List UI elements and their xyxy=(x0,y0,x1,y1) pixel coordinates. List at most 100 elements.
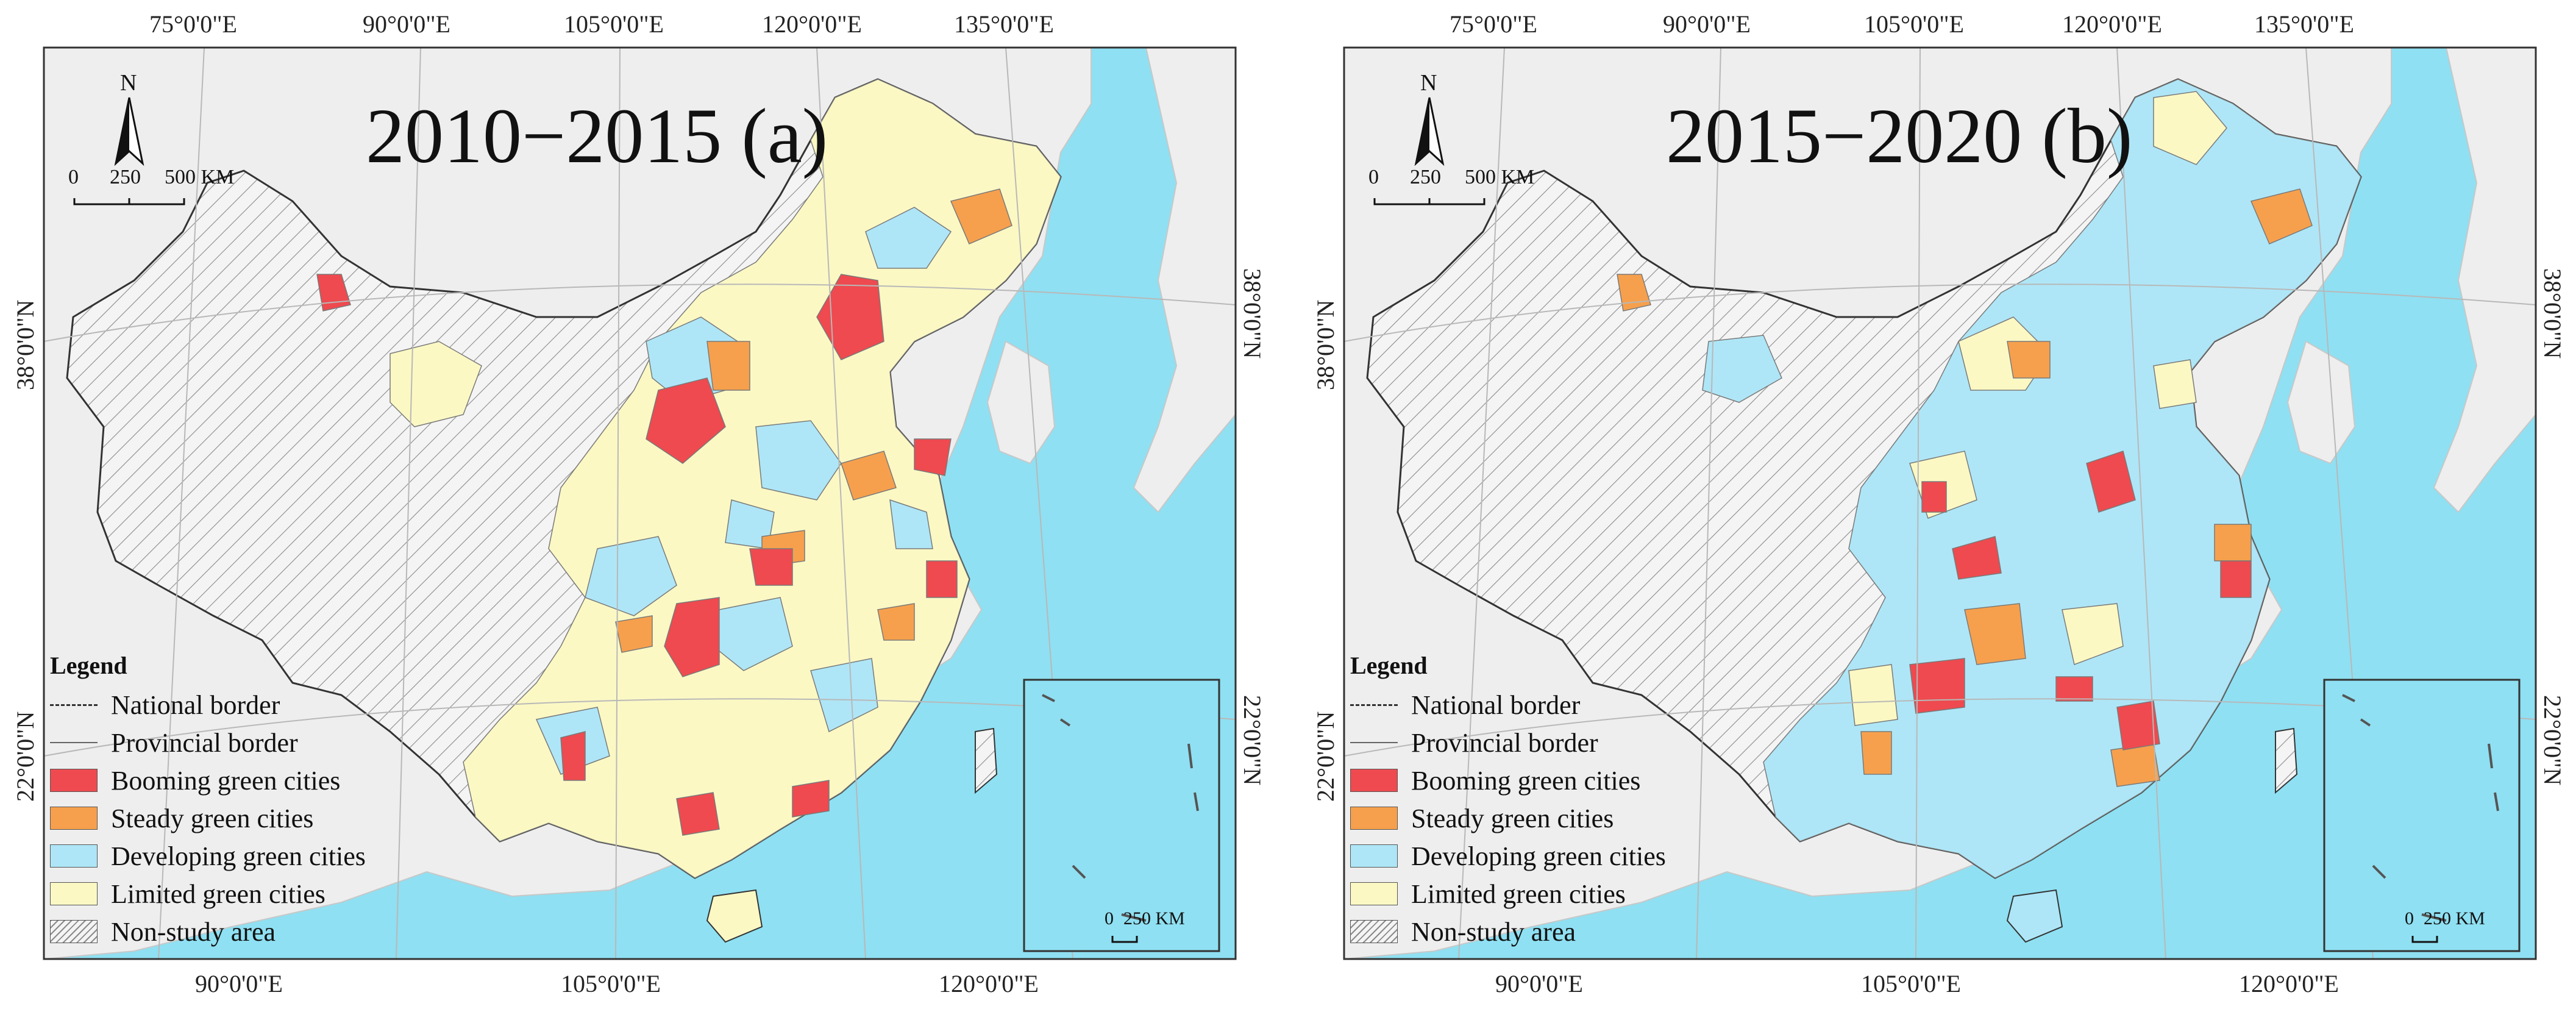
coord-left-22n: 22°0'0"N xyxy=(12,711,39,802)
north-arrow-icon xyxy=(114,97,144,166)
limited-swatch xyxy=(1350,882,1398,905)
legend-item-national-border: National border xyxy=(1350,686,1789,724)
developing-swatch xyxy=(50,844,98,868)
coord-bottom-120e: 120°0'0"E xyxy=(2239,970,2339,997)
legend-label: National border xyxy=(1411,690,1581,720)
legend-label: Non-study area xyxy=(1411,916,1576,947)
legend-label: National border xyxy=(111,690,280,720)
legend-item-non-study: Non-study area xyxy=(50,913,489,950)
legend-label: Developing green cities xyxy=(1411,841,1666,871)
coord-top-120e: 120°0'0"E xyxy=(762,10,862,38)
map-canvas-a xyxy=(43,46,1237,960)
legend-label: Booming green cities xyxy=(111,765,341,796)
national-border-symbol xyxy=(50,693,98,716)
developing-swatch xyxy=(1350,844,1398,868)
north-label: N xyxy=(1420,70,1437,96)
coord-right-22n: 22°0'0"N xyxy=(2539,695,2566,786)
coord-top-90e: 90°0'0"E xyxy=(363,10,450,38)
coord-top-135e: 135°0'0"E xyxy=(954,10,1054,38)
legend-label: Non-study area xyxy=(111,916,276,947)
map-panel-a: 75°0'0"E 90°0'0"E 105°0'0"E 120°0'0"E 13… xyxy=(0,0,1266,1009)
hatch-swatch xyxy=(50,920,98,943)
legend-item-developing: Developing green cities xyxy=(1350,837,1789,875)
scale-tick-250: 250 xyxy=(110,166,141,188)
map-canvas-b xyxy=(1343,46,2537,960)
scale-bar xyxy=(1373,198,1485,205)
study-area-cities-a xyxy=(316,79,1061,879)
coord-top-90e: 90°0'0"E xyxy=(1663,10,1751,38)
coord-bottom-105e: 105°0'0"E xyxy=(561,970,661,997)
legend-item-national-border: National border xyxy=(50,686,489,724)
coord-bottom-120e: 120°0'0"E xyxy=(939,970,1039,997)
legend-label: Provincial border xyxy=(1411,727,1598,758)
map-title-a: 2010−2015 (a) xyxy=(366,93,828,179)
coord-right-38n: 38°0'0"N xyxy=(2539,268,2566,359)
coord-left-38n: 38°0'0"N xyxy=(1312,299,1339,390)
legend-item-steady: Steady green cities xyxy=(1350,799,1789,837)
map-panel-b: 75°0'0"E 90°0'0"E 105°0'0"E 120°0'0"E 13… xyxy=(1300,0,2566,1009)
coord-top-120e: 120°0'0"E xyxy=(2062,10,2162,38)
provincial-border-symbol xyxy=(1350,731,1398,754)
coord-bottom-105e: 105°0'0"E xyxy=(1861,970,1961,997)
hainan-island xyxy=(2006,889,2063,943)
taiwan-island xyxy=(975,727,998,794)
south-china-sea-inset xyxy=(2323,679,2521,952)
scale-tick-500: 500 KM xyxy=(165,166,235,188)
scale-tick-0: 0 xyxy=(68,166,79,188)
taiwan-island xyxy=(2275,727,2298,794)
legend-label: Developing green cities xyxy=(111,841,366,871)
inset-scale-zero: 0 xyxy=(1105,908,1114,929)
north-arrow-icon xyxy=(1414,97,1445,166)
hainan-island xyxy=(706,889,763,943)
legend-label: Booming green cities xyxy=(1411,765,1641,796)
legend-item-booming: Booming green cities xyxy=(1350,761,1789,799)
legend-item-limited: Limited green cities xyxy=(1350,875,1789,913)
hatch-swatch xyxy=(1350,920,1398,943)
legend-label: Steady green cities xyxy=(1411,803,1614,833)
scale-tick-0: 0 xyxy=(1368,166,1379,188)
korea-japan-land xyxy=(2286,48,2536,513)
coord-bottom-90e: 90°0'0"E xyxy=(195,970,283,997)
legend-item-provincial-border: Provincial border xyxy=(50,724,489,761)
coord-top-105e: 105°0'0"E xyxy=(1864,10,1964,38)
legend-label: Steady green cities xyxy=(111,803,314,833)
legend-item-provincial-border: Provincial border xyxy=(1350,724,1789,761)
provincial-border-symbol xyxy=(50,731,98,754)
north-label: N xyxy=(120,70,137,96)
south-china-sea-inset xyxy=(1023,679,1220,952)
scale-bar xyxy=(73,198,185,205)
inset-islands xyxy=(2342,694,2499,922)
legend-label: Provincial border xyxy=(111,727,298,758)
scale-tick-500: 500 KM xyxy=(1465,166,1535,188)
legend: Legend National border Provincial border… xyxy=(1350,651,1789,950)
booming-swatch xyxy=(50,769,98,792)
map-frame xyxy=(1343,46,2537,960)
korea-japan-land xyxy=(986,48,1236,513)
inset-islands xyxy=(1042,694,1199,922)
steady-swatch xyxy=(50,807,98,830)
legend-title: Legend xyxy=(50,652,127,679)
legend-item-booming: Booming green cities xyxy=(50,761,489,799)
map-title-b: 2015−2020 (b) xyxy=(1666,93,2133,179)
limited-swatch xyxy=(50,882,98,905)
inset-scale-bar xyxy=(2411,936,2438,943)
inset-scale-bar xyxy=(1111,936,1138,943)
coord-bottom-90e: 90°0'0"E xyxy=(1495,970,1583,997)
coord-left-22n: 22°0'0"N xyxy=(1312,711,1339,802)
inset-scale-zero: 0 xyxy=(2405,908,2414,929)
legend-title: Legend xyxy=(1350,652,1428,679)
legend-item-non-study: Non-study area xyxy=(1350,913,1789,950)
map-frame xyxy=(43,46,1237,960)
coord-top-135e: 135°0'0"E xyxy=(2254,10,2354,38)
booming-swatch xyxy=(1350,769,1398,792)
legend-label: Limited green cities xyxy=(1411,879,1626,909)
coord-top-75e: 75°0'0"E xyxy=(1450,10,1537,38)
coord-right-38n: 38°0'0"N xyxy=(1239,268,1266,359)
inset-scale-label: 250 KM xyxy=(2424,908,2485,929)
coord-right-22n: 22°0'0"N xyxy=(1239,695,1266,786)
legend-item-steady: Steady green cities xyxy=(50,799,489,837)
coord-top-105e: 105°0'0"E xyxy=(564,10,664,38)
national-border-symbol xyxy=(1350,693,1398,716)
steady-swatch xyxy=(1350,807,1398,830)
legend-item-developing: Developing green cities xyxy=(50,837,489,875)
